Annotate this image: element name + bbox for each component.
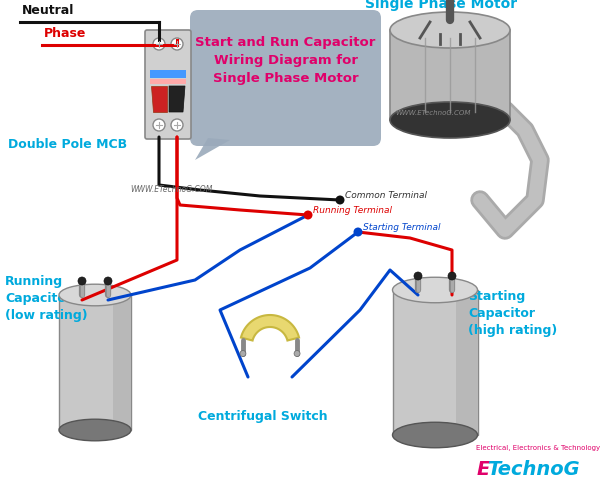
Polygon shape	[113, 295, 131, 430]
Text: Neutral: Neutral	[22, 4, 74, 17]
Text: WWW.ETechnoG.COM: WWW.ETechnoG.COM	[395, 110, 470, 116]
Ellipse shape	[59, 284, 131, 306]
Circle shape	[414, 272, 422, 280]
Circle shape	[335, 196, 344, 205]
Circle shape	[240, 350, 246, 357]
Text: Starting Terminal: Starting Terminal	[363, 223, 440, 232]
Polygon shape	[150, 79, 186, 84]
Ellipse shape	[390, 102, 510, 138]
Circle shape	[153, 38, 165, 50]
Text: Start and Run Capacitor
Wiring Diagram for
Single Phase Motor: Start and Run Capacitor Wiring Diagram f…	[196, 36, 376, 85]
Text: TechnoG: TechnoG	[487, 460, 580, 478]
Text: WWW.ETechnoG.COM: WWW.ETechnoG.COM	[130, 185, 212, 194]
Text: Single Phase Motor: Single Phase Motor	[365, 0, 517, 11]
Circle shape	[304, 210, 313, 219]
FancyBboxPatch shape	[145, 30, 191, 139]
Circle shape	[104, 277, 112, 285]
Text: Common Terminal: Common Terminal	[345, 191, 427, 200]
Circle shape	[353, 228, 362, 237]
Text: Electrical, Electronics & Technology: Electrical, Electronics & Technology	[476, 445, 600, 451]
Ellipse shape	[392, 422, 478, 448]
Circle shape	[294, 350, 300, 357]
Polygon shape	[390, 30, 510, 120]
Polygon shape	[456, 290, 478, 435]
Text: Double Pole MCB: Double Pole MCB	[8, 138, 127, 151]
Circle shape	[78, 277, 86, 285]
Text: Starting
Capacitor
(high rating): Starting Capacitor (high rating)	[468, 290, 557, 337]
Polygon shape	[169, 86, 185, 112]
Polygon shape	[150, 70, 186, 78]
Text: Running Terminal: Running Terminal	[313, 206, 392, 215]
Circle shape	[171, 119, 183, 131]
Polygon shape	[241, 315, 299, 340]
Polygon shape	[392, 290, 478, 435]
Circle shape	[153, 119, 165, 131]
Ellipse shape	[59, 419, 131, 441]
Ellipse shape	[392, 277, 478, 303]
Polygon shape	[59, 295, 131, 430]
Ellipse shape	[390, 12, 510, 48]
Polygon shape	[195, 138, 230, 160]
FancyBboxPatch shape	[190, 10, 381, 146]
Text: Phase: Phase	[44, 27, 86, 40]
Circle shape	[448, 272, 456, 280]
Polygon shape	[151, 86, 167, 112]
Circle shape	[171, 38, 183, 50]
Text: E: E	[477, 460, 490, 478]
Text: Centrifugal Switch: Centrifugal Switch	[198, 410, 328, 423]
Text: Running
Capacitor
(low rating): Running Capacitor (low rating)	[5, 275, 88, 322]
